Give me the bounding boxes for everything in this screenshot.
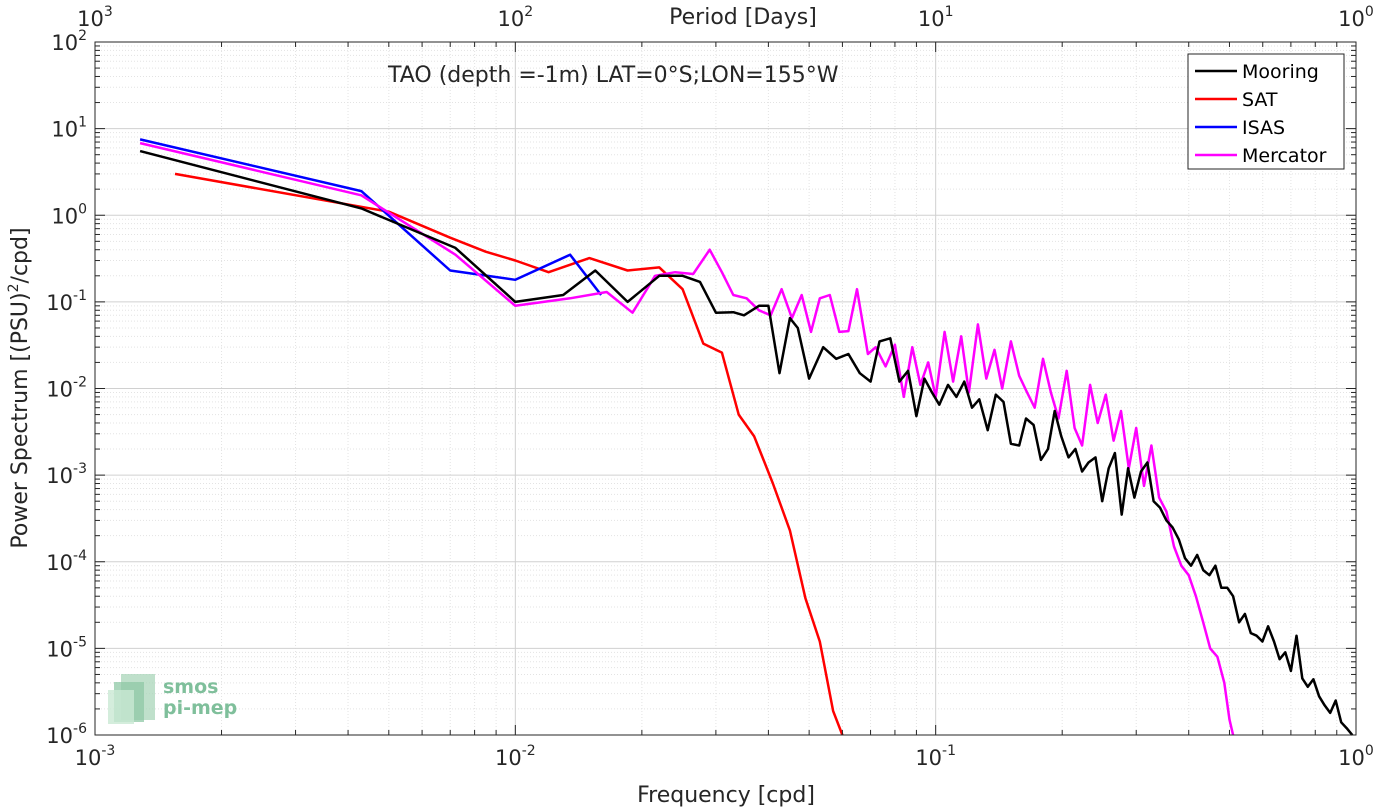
top-tick-label-base: 10 — [498, 7, 525, 31]
y-tick-label: 10-5 — [46, 634, 87, 661]
x-tick-label: 10-1 — [915, 743, 956, 770]
legend-box — [1187, 53, 1345, 170]
logo-text-pimep: pi-mep — [163, 697, 237, 719]
y-axis-title-sup: 2 — [6, 283, 22, 292]
legend-label-sat: SAT — [1242, 89, 1278, 111]
x-tick-label-base: 10 — [1338, 746, 1365, 770]
logo-mark-front — [108, 690, 134, 724]
x-tick-label: 10-2 — [495, 743, 536, 770]
logo-text-smos: smos — [163, 676, 218, 698]
y-tick-label-base: 10 — [46, 551, 73, 575]
y-tick-label: 102 — [51, 28, 87, 55]
y-tick-label: 10-3 — [46, 461, 87, 488]
y-axis-title-main: Power Spectrum [(PSU) — [8, 292, 33, 548]
y-tick-label-exp: -1 — [73, 288, 87, 304]
x-axis-title: Frequency [cpd] — [637, 783, 815, 808]
top-tick-label: 103 — [77, 4, 113, 31]
y-tick-label: 100 — [51, 201, 87, 228]
top-tick-label-base: 10 — [77, 7, 104, 31]
top-tick-label-exp: 1 — [945, 4, 954, 20]
x-tick-labels: 10-3 10-2 10-1 100 — [75, 743, 1374, 770]
y-tick-label-exp: -3 — [73, 461, 87, 477]
y-axis-title-tail: /cpd] — [8, 227, 33, 283]
x-tick-label-exp: 0 — [1365, 743, 1374, 759]
x-tick-label: 100 — [1338, 743, 1374, 770]
series-line-sat — [174, 172, 844, 736]
series-line-mooring — [139, 149, 1354, 736]
y-tick-label-base: 10 — [46, 724, 73, 748]
x-tick-label-exp: -3 — [101, 743, 115, 759]
legend-label-isas: ISAS — [1242, 117, 1285, 139]
y-tick-label-exp: -4 — [73, 548, 87, 564]
top-tick-label-base: 10 — [918, 7, 945, 31]
top-tick-label: 101 — [918, 4, 954, 31]
series-line-mercator — [139, 141, 1235, 736]
y-tick-label-exp: -2 — [73, 375, 87, 391]
y-tick-label: 10-2 — [46, 375, 87, 402]
legend: Mooring SAT ISAS Mercator — [1187, 53, 1345, 170]
y-tick-label-base: 10 — [46, 378, 73, 402]
legend-label-mercator: Mercator — [1242, 145, 1327, 167]
y-tick-label-base: 10 — [51, 204, 78, 228]
y-tick-label-base: 10 — [46, 291, 73, 315]
y-tick-label-exp: 2 — [78, 28, 87, 44]
y-tick-label-exp: -6 — [73, 721, 87, 737]
y-tick-label: 101 — [51, 115, 87, 142]
y-tick-label-base: 10 — [46, 464, 73, 488]
x-tick-label-exp: -2 — [522, 743, 536, 759]
y-axis-title: Power Spectrum [(PSU)2/cpd] — [6, 227, 33, 548]
top-tick-label: 102 — [498, 4, 534, 31]
legend-label-mooring: Mooring — [1242, 61, 1319, 83]
series-line-isas — [139, 138, 603, 296]
y-tick-label: 10-1 — [46, 288, 87, 315]
top-tick-label-exp: 2 — [524, 4, 533, 20]
x-tick-label-exp: -1 — [942, 743, 956, 759]
smos-pi-mep-logo: smos pi-mep — [108, 674, 237, 724]
y-tick-label-exp: 0 — [78, 201, 87, 217]
x-tick-label-base: 10 — [915, 746, 942, 770]
x-tick-label: 10-3 — [75, 743, 116, 770]
y-tick-label: 10-6 — [46, 721, 87, 748]
chart-title: TAO (depth =-1m) LAT=0°S;LON=155°W — [387, 63, 839, 88]
y-tick-label-exp: 1 — [78, 115, 87, 131]
top-tick-label-exp: 0 — [1365, 4, 1374, 20]
x-tick-label-base: 10 — [495, 746, 522, 770]
top-axis-tick-labels: 103 102 101 100 — [77, 4, 1374, 31]
y-tick-label-base: 10 — [51, 118, 78, 142]
top-tick-label: 100 — [1338, 4, 1374, 31]
top-tick-label-exp: 3 — [104, 4, 113, 20]
y-tick-label-base: 10 — [51, 31, 78, 55]
x-tick-label-base: 10 — [75, 746, 102, 770]
y-tick-label-base: 10 — [46, 637, 73, 661]
series-layer — [139, 138, 1354, 736]
y-tick-label-exp: -5 — [73, 634, 87, 650]
top-axis-title: Period [Days] — [669, 5, 817, 30]
y-tick-label: 10-4 — [46, 548, 87, 575]
top-tick-label-base: 10 — [1338, 7, 1365, 31]
minor-grid — [95, 42, 1356, 735]
tick-marks — [94, 41, 1357, 736]
